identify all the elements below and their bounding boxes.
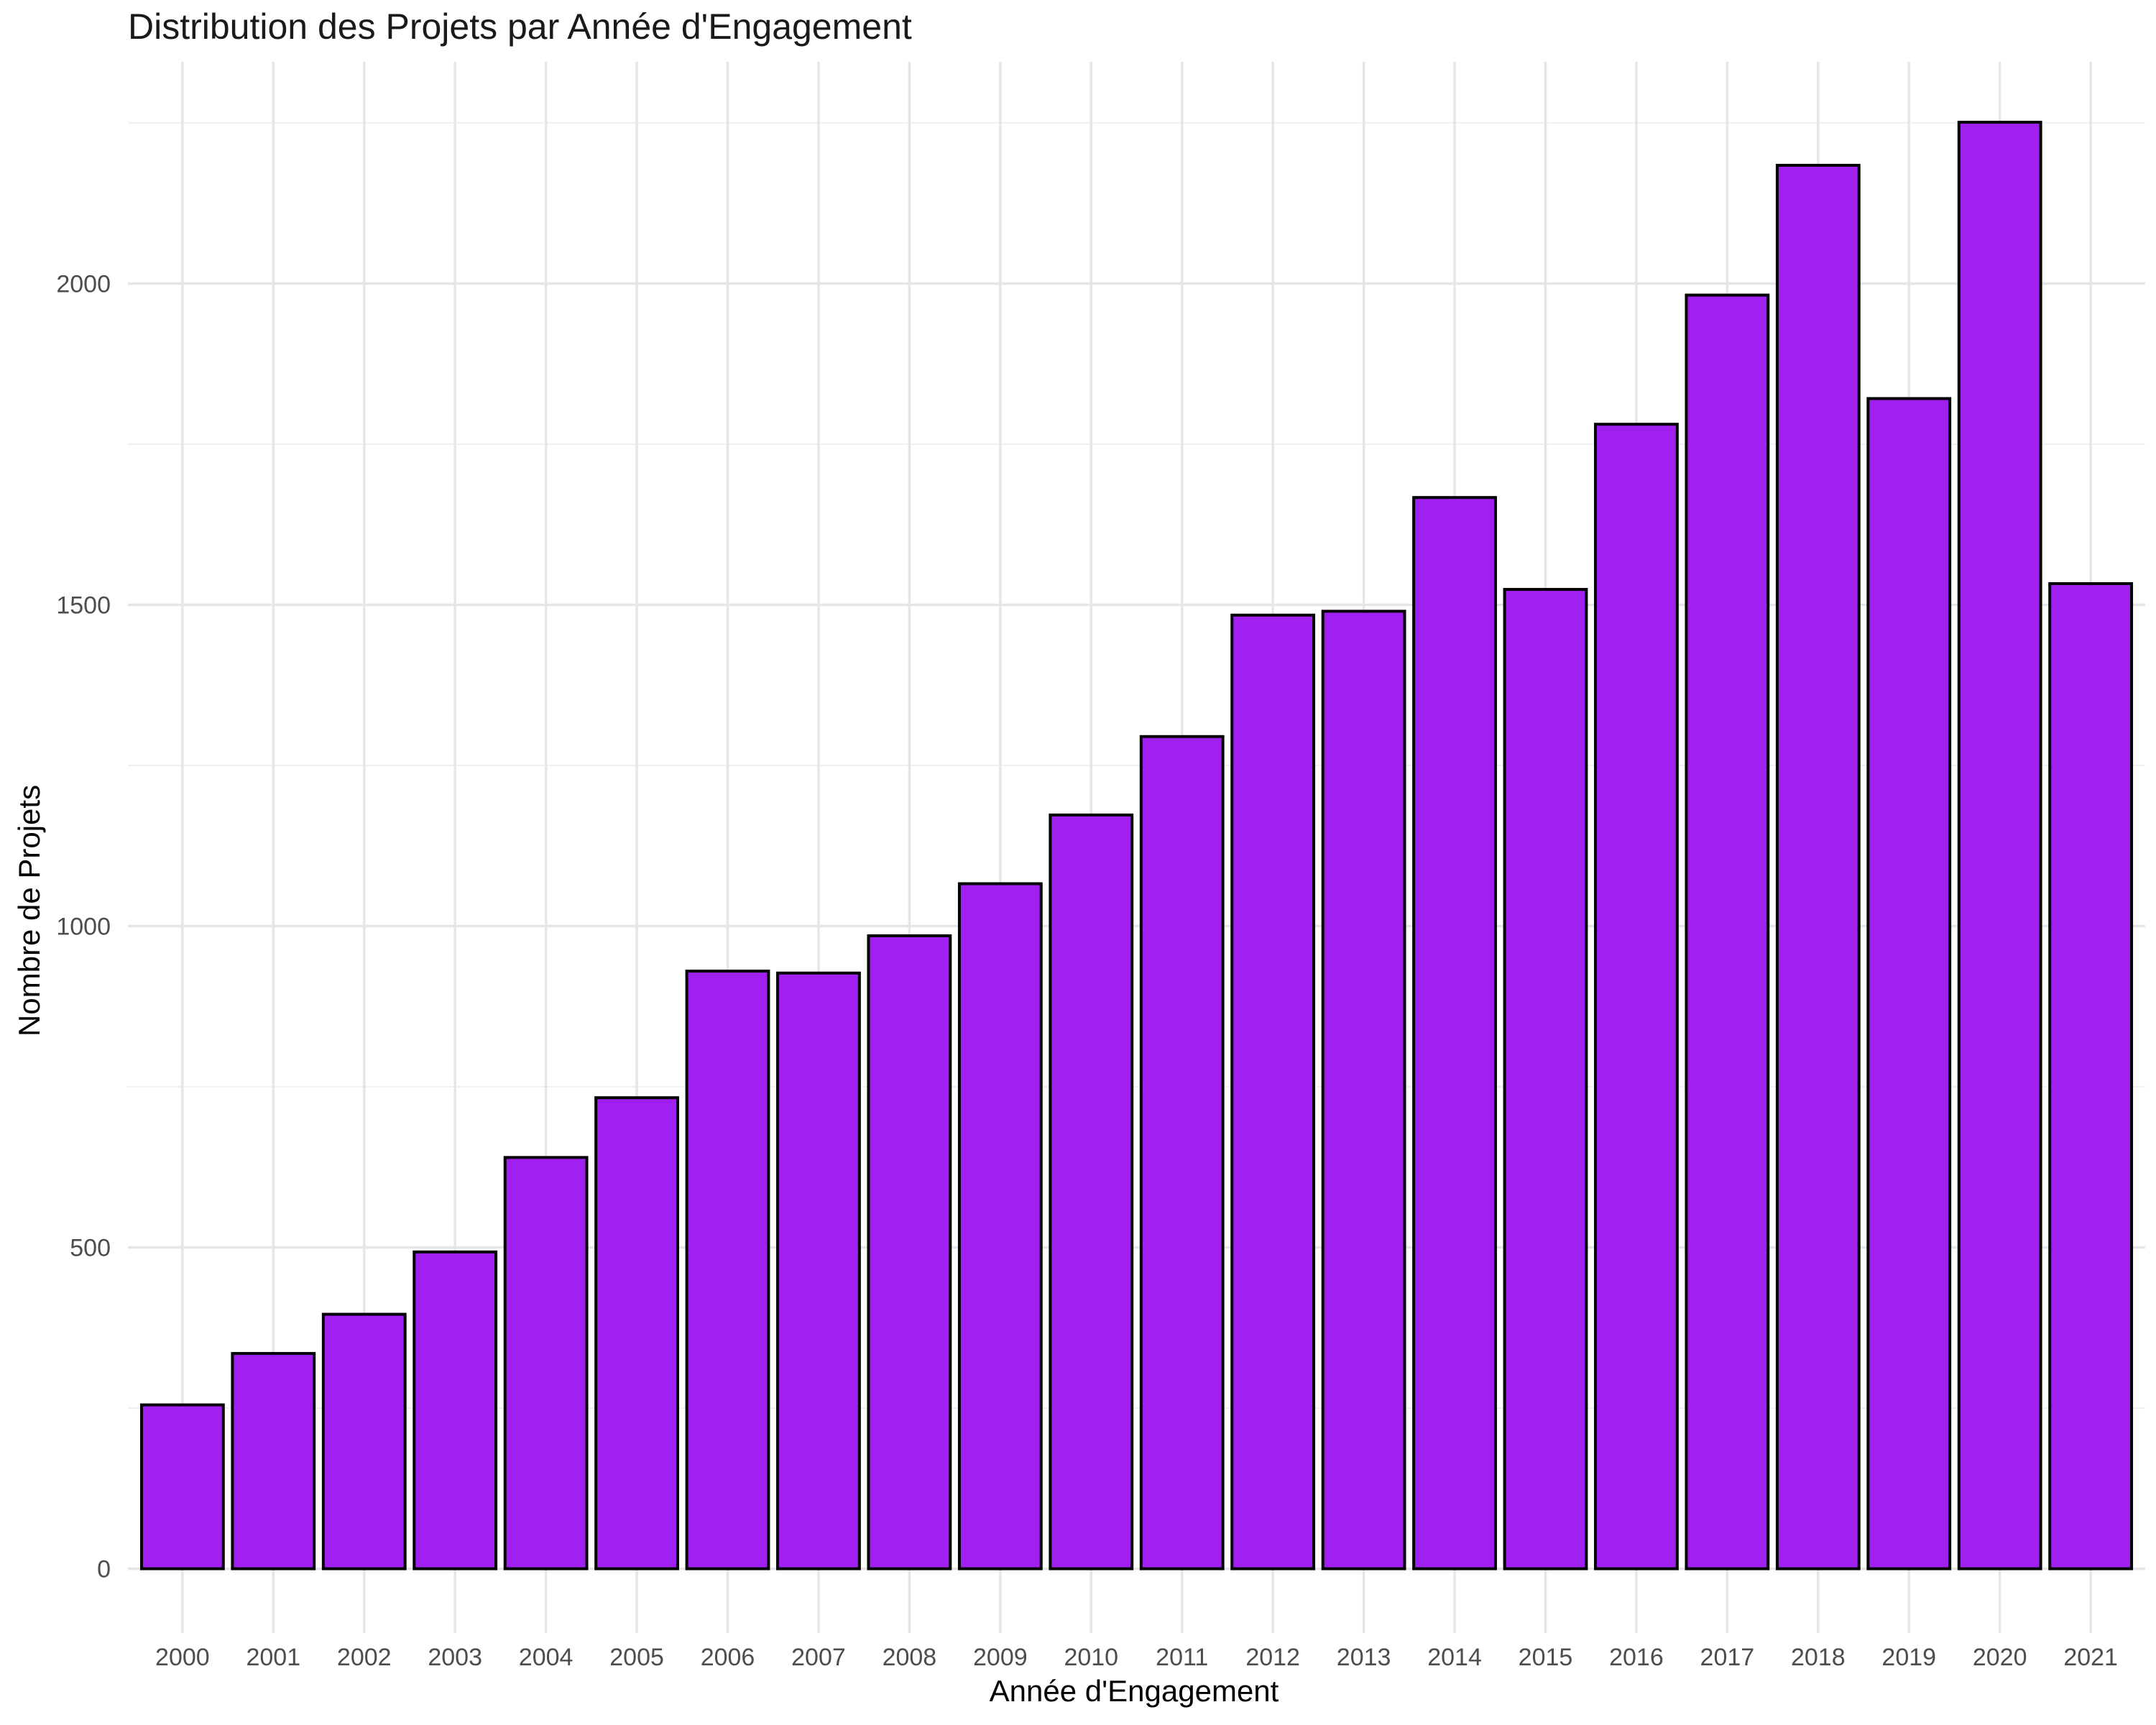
bar-2011	[1139, 735, 1225, 1570]
y-tick-label: 2000	[56, 270, 111, 298]
y-tick-label: 500	[70, 1235, 111, 1262]
bar-2021	[2048, 581, 2134, 1570]
x-tick-label: 2001	[246, 1644, 300, 1671]
x-tick-labels: 2000 2001 2002 2003 2004 2005 2006 2007 2008 2009…	[155, 1644, 2118, 1671]
bar-2018	[1775, 163, 1861, 1570]
y-axis-title: Nombre de Projets	[12, 785, 46, 1036]
x-tick-label: 2013	[1337, 1644, 1391, 1671]
x-tick-label: 2003	[428, 1644, 482, 1671]
x-tick-label: 2019	[1881, 1644, 1936, 1671]
x-tick-label: 2012	[1245, 1644, 1300, 1671]
bar-2008	[867, 934, 952, 1570]
x-tick-label: 2009	[973, 1644, 1028, 1671]
bar-2015	[1503, 588, 1588, 1570]
y-tick-label: 1500	[56, 592, 111, 619]
bar-2014	[1412, 496, 1497, 1570]
x-tick-label: 2021	[2063, 1644, 2118, 1671]
bar-2004	[503, 1156, 589, 1570]
bar-2006	[685, 970, 770, 1570]
x-tick-label: 2006	[701, 1644, 755, 1671]
bar-2003	[413, 1250, 498, 1570]
x-tick-label: 2008	[883, 1644, 937, 1671]
bar-2000	[139, 1403, 225, 1570]
x-tick-label: 2017	[1700, 1644, 1755, 1671]
bar-2009	[957, 882, 1043, 1570]
x-tick-label: 2011	[1156, 1644, 1208, 1671]
x-tick-label: 2000	[155, 1644, 210, 1671]
bar-2005	[594, 1096, 679, 1570]
bar-2007	[776, 971, 861, 1570]
bar-2017	[1685, 293, 1770, 1570]
y-tick-label: 1000	[56, 914, 111, 941]
x-tick-label: 2005	[609, 1644, 664, 1671]
bar-2020	[1957, 121, 2042, 1570]
x-tick-label: 2010	[1064, 1644, 1118, 1671]
bar-2002	[321, 1312, 407, 1570]
y-tick-label: 0	[97, 1556, 111, 1583]
bar-2012	[1230, 613, 1316, 1570]
bar-2016	[1594, 423, 1679, 1570]
x-tick-label: 2002	[337, 1644, 392, 1671]
x-tick-label: 2016	[1609, 1644, 1664, 1671]
bar-2001	[231, 1352, 316, 1570]
chart-title: Distribution des Projets par Année d'Eng…	[128, 6, 912, 47]
y-tick-labels: 0 500 1000 1500 2000	[56, 270, 111, 1583]
x-tick-label: 2015	[1519, 1644, 1573, 1671]
x-tick-label: 2004	[519, 1644, 573, 1671]
x-tick-label: 2007	[791, 1644, 846, 1671]
x-tick-label: 2014	[1427, 1644, 1482, 1671]
x-axis-title: Année d'Engagement	[990, 1674, 1279, 1708]
bar-2010	[1049, 813, 1134, 1570]
bar-2019	[1866, 397, 1952, 1570]
x-tick-label: 2020	[1973, 1644, 2027, 1671]
x-tick-label: 2018	[1791, 1644, 1846, 1671]
bars	[139, 121, 2134, 1570]
bar-2013	[1321, 610, 1406, 1570]
